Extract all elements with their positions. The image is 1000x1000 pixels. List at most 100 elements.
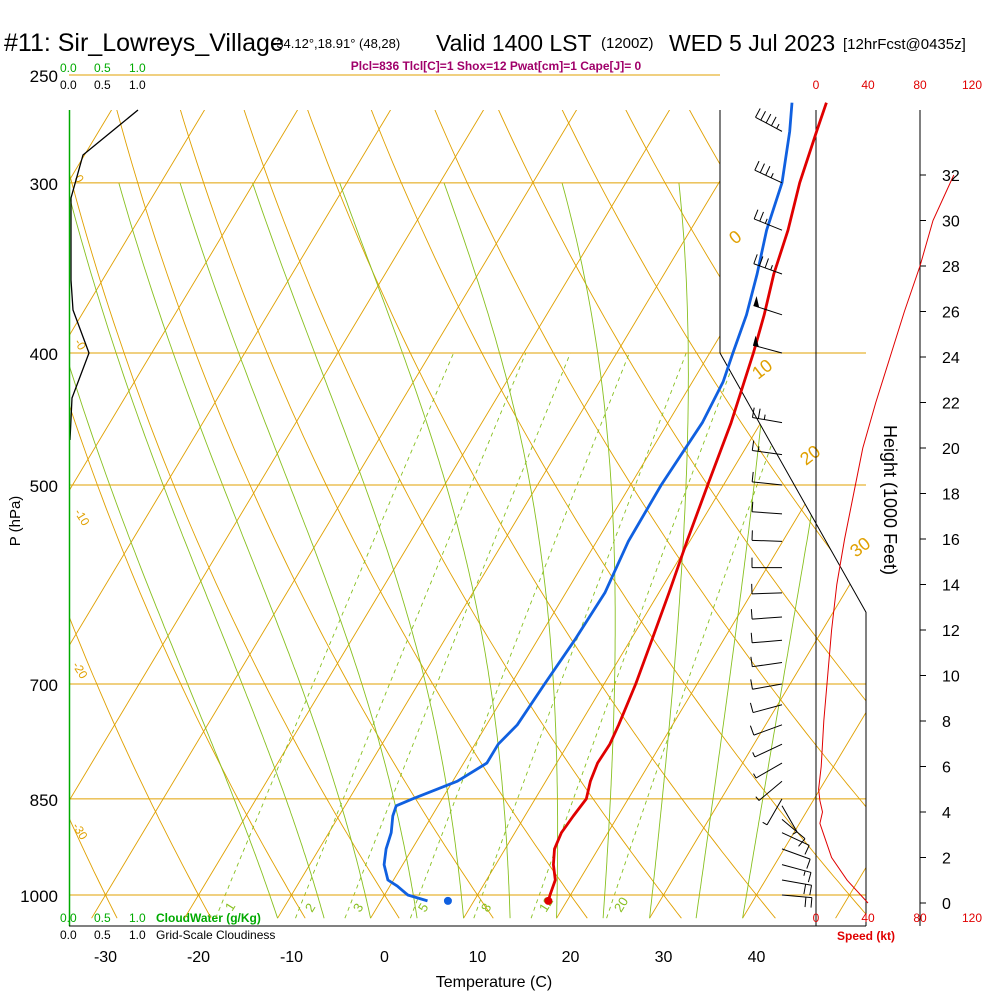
wind-barb-feather bbox=[809, 885, 813, 896]
wind-barb-half-feather bbox=[770, 173, 774, 178]
cloudwater-top-axis: 0.0 0.5 1.0 0.0 0.5 1.0 bbox=[60, 61, 146, 92]
dry-adiabat-line bbox=[419, 110, 866, 919]
wind-barb-feather bbox=[807, 872, 812, 883]
surface-dew-marker bbox=[443, 896, 452, 905]
wind-barb-staff bbox=[758, 780, 783, 801]
dry-adiabat-line bbox=[732, 110, 866, 919]
wind-barb-staff bbox=[752, 449, 783, 456]
wind-barb-feather bbox=[751, 407, 755, 418]
wind-barb-staff bbox=[752, 616, 783, 620]
isotherm-label: -10 bbox=[71, 506, 92, 528]
pressure-axis-label: P (hPa) bbox=[7, 496, 24, 547]
temperature-tick-label: 30 bbox=[655, 949, 673, 966]
speed-tick-label-top: 120 bbox=[962, 78, 982, 92]
dewpoint-profile bbox=[382, 102, 794, 903]
wind-barb-staff bbox=[781, 819, 806, 840]
wind-barb-staff bbox=[781, 864, 812, 873]
forecast-label: [12hrFcst@0435z] bbox=[843, 36, 966, 53]
height-tick-label: 26 bbox=[942, 305, 960, 322]
wind-barb-staff bbox=[781, 879, 812, 886]
wind-barb-feather bbox=[806, 858, 811, 869]
wind-barb-feather bbox=[757, 408, 761, 419]
mixing-ratio-line bbox=[409, 352, 630, 919]
isotherm-line bbox=[742, 110, 866, 919]
cloudwater-tick: 0.5 bbox=[94, 911, 111, 925]
wind-barb-feather bbox=[751, 471, 754, 482]
cloudwater-tick: 0.0 bbox=[60, 911, 77, 925]
height-tick-label: 30 bbox=[942, 214, 960, 231]
height-tick-label: 32 bbox=[942, 168, 960, 185]
profiles bbox=[382, 102, 828, 905]
speed-tick-label-bottom: 80 bbox=[913, 911, 927, 925]
wind-barb-feather bbox=[764, 258, 769, 269]
isotherm-line bbox=[277, 110, 784, 919]
wind-barb-staff bbox=[766, 798, 783, 826]
mixing-ratio-line bbox=[606, 352, 806, 919]
wind-barb-feather bbox=[804, 845, 810, 855]
cloudiness-tick: 0.0 bbox=[60, 78, 77, 92]
moist-adiabat-line bbox=[695, 182, 781, 919]
wind-barb bbox=[755, 108, 783, 132]
moist-adiabat-line bbox=[742, 182, 865, 919]
wind-panel bbox=[749, 108, 955, 908]
moist-adiabat-line bbox=[561, 182, 616, 919]
temperature-tick-label: -20 bbox=[187, 949, 210, 966]
wind-barb bbox=[751, 407, 783, 424]
wind-barb-feather bbox=[759, 211, 764, 222]
wind-barb-half-feather bbox=[763, 414, 766, 420]
wind-speed-profile bbox=[818, 174, 955, 904]
moist-adiabat-line bbox=[252, 182, 465, 919]
wind-barb bbox=[752, 743, 783, 758]
wind-barb-staff bbox=[781, 832, 810, 846]
pressure-tick-label: 300 bbox=[30, 175, 58, 194]
station-title: #11: Sir_Lowreys_Village bbox=[4, 29, 284, 57]
wind-barb bbox=[762, 798, 783, 826]
wind-barb-feather bbox=[765, 113, 772, 124]
dry-adiabat-line bbox=[107, 110, 494, 919]
mixing-ratio-line bbox=[215, 352, 455, 919]
wind-barb-staff bbox=[753, 724, 783, 736]
wind-barb-pennant bbox=[753, 335, 759, 347]
temperature-axis-label: Temperature (C) bbox=[436, 974, 552, 991]
speed-tick-label-bottom: 0 bbox=[813, 911, 820, 925]
height-axis-label: Height (1000 Feet) bbox=[880, 425, 900, 575]
wind-barb-half-feather bbox=[755, 796, 760, 801]
sounding-indices: Plcl=836 Tlcl[C]=1 Shox=12 Pwat[cm]=1 Ca… bbox=[351, 59, 642, 73]
wind-barb-staff bbox=[752, 639, 783, 644]
cloudwater-tick: 1.0 bbox=[129, 61, 146, 75]
wind-barb bbox=[751, 557, 782, 569]
wind-barb-feather bbox=[798, 838, 806, 847]
valid-utc: (1200Z) bbox=[601, 35, 654, 52]
wind-barb-pennant bbox=[753, 296, 760, 308]
dry-adiabat-label: 20 bbox=[796, 441, 824, 469]
dry-adiabat-line bbox=[69, 110, 212, 919]
wind-barb bbox=[753, 254, 783, 275]
valid-time: Valid 1400 LST bbox=[436, 30, 592, 56]
wind-barb-half-feather bbox=[757, 446, 760, 452]
wind-barb bbox=[751, 501, 783, 515]
wind-barb bbox=[751, 583, 783, 595]
wind-barb-feather bbox=[760, 111, 766, 121]
wind-barb-feather bbox=[803, 884, 807, 895]
pressure-tick-label: 400 bbox=[30, 345, 58, 364]
mixing-ratio-line bbox=[344, 352, 571, 919]
cloudwater-tick: 1.0 bbox=[129, 911, 146, 925]
surface-temp-marker bbox=[544, 896, 553, 905]
pressure-tick-label: 1000 bbox=[20, 887, 58, 906]
height-tick-label: 24 bbox=[942, 350, 960, 367]
moist-adiabat-line bbox=[179, 182, 418, 919]
wind-barb bbox=[753, 209, 783, 231]
wind-barb bbox=[749, 702, 783, 714]
wind-barb bbox=[781, 879, 813, 896]
wind-barb-staff bbox=[781, 894, 812, 899]
height-tick-label: 4 bbox=[942, 805, 951, 822]
height-tick-label: 8 bbox=[942, 714, 951, 731]
temperature-profile bbox=[547, 102, 828, 902]
wind-barb-feather bbox=[750, 632, 753, 643]
temperature-tick-label: -10 bbox=[280, 949, 303, 966]
moist-adiabat-line bbox=[339, 182, 511, 919]
dry-adiabat-line bbox=[857, 110, 866, 919]
wind-barb bbox=[781, 848, 811, 869]
wind-barb-feather bbox=[753, 209, 759, 220]
